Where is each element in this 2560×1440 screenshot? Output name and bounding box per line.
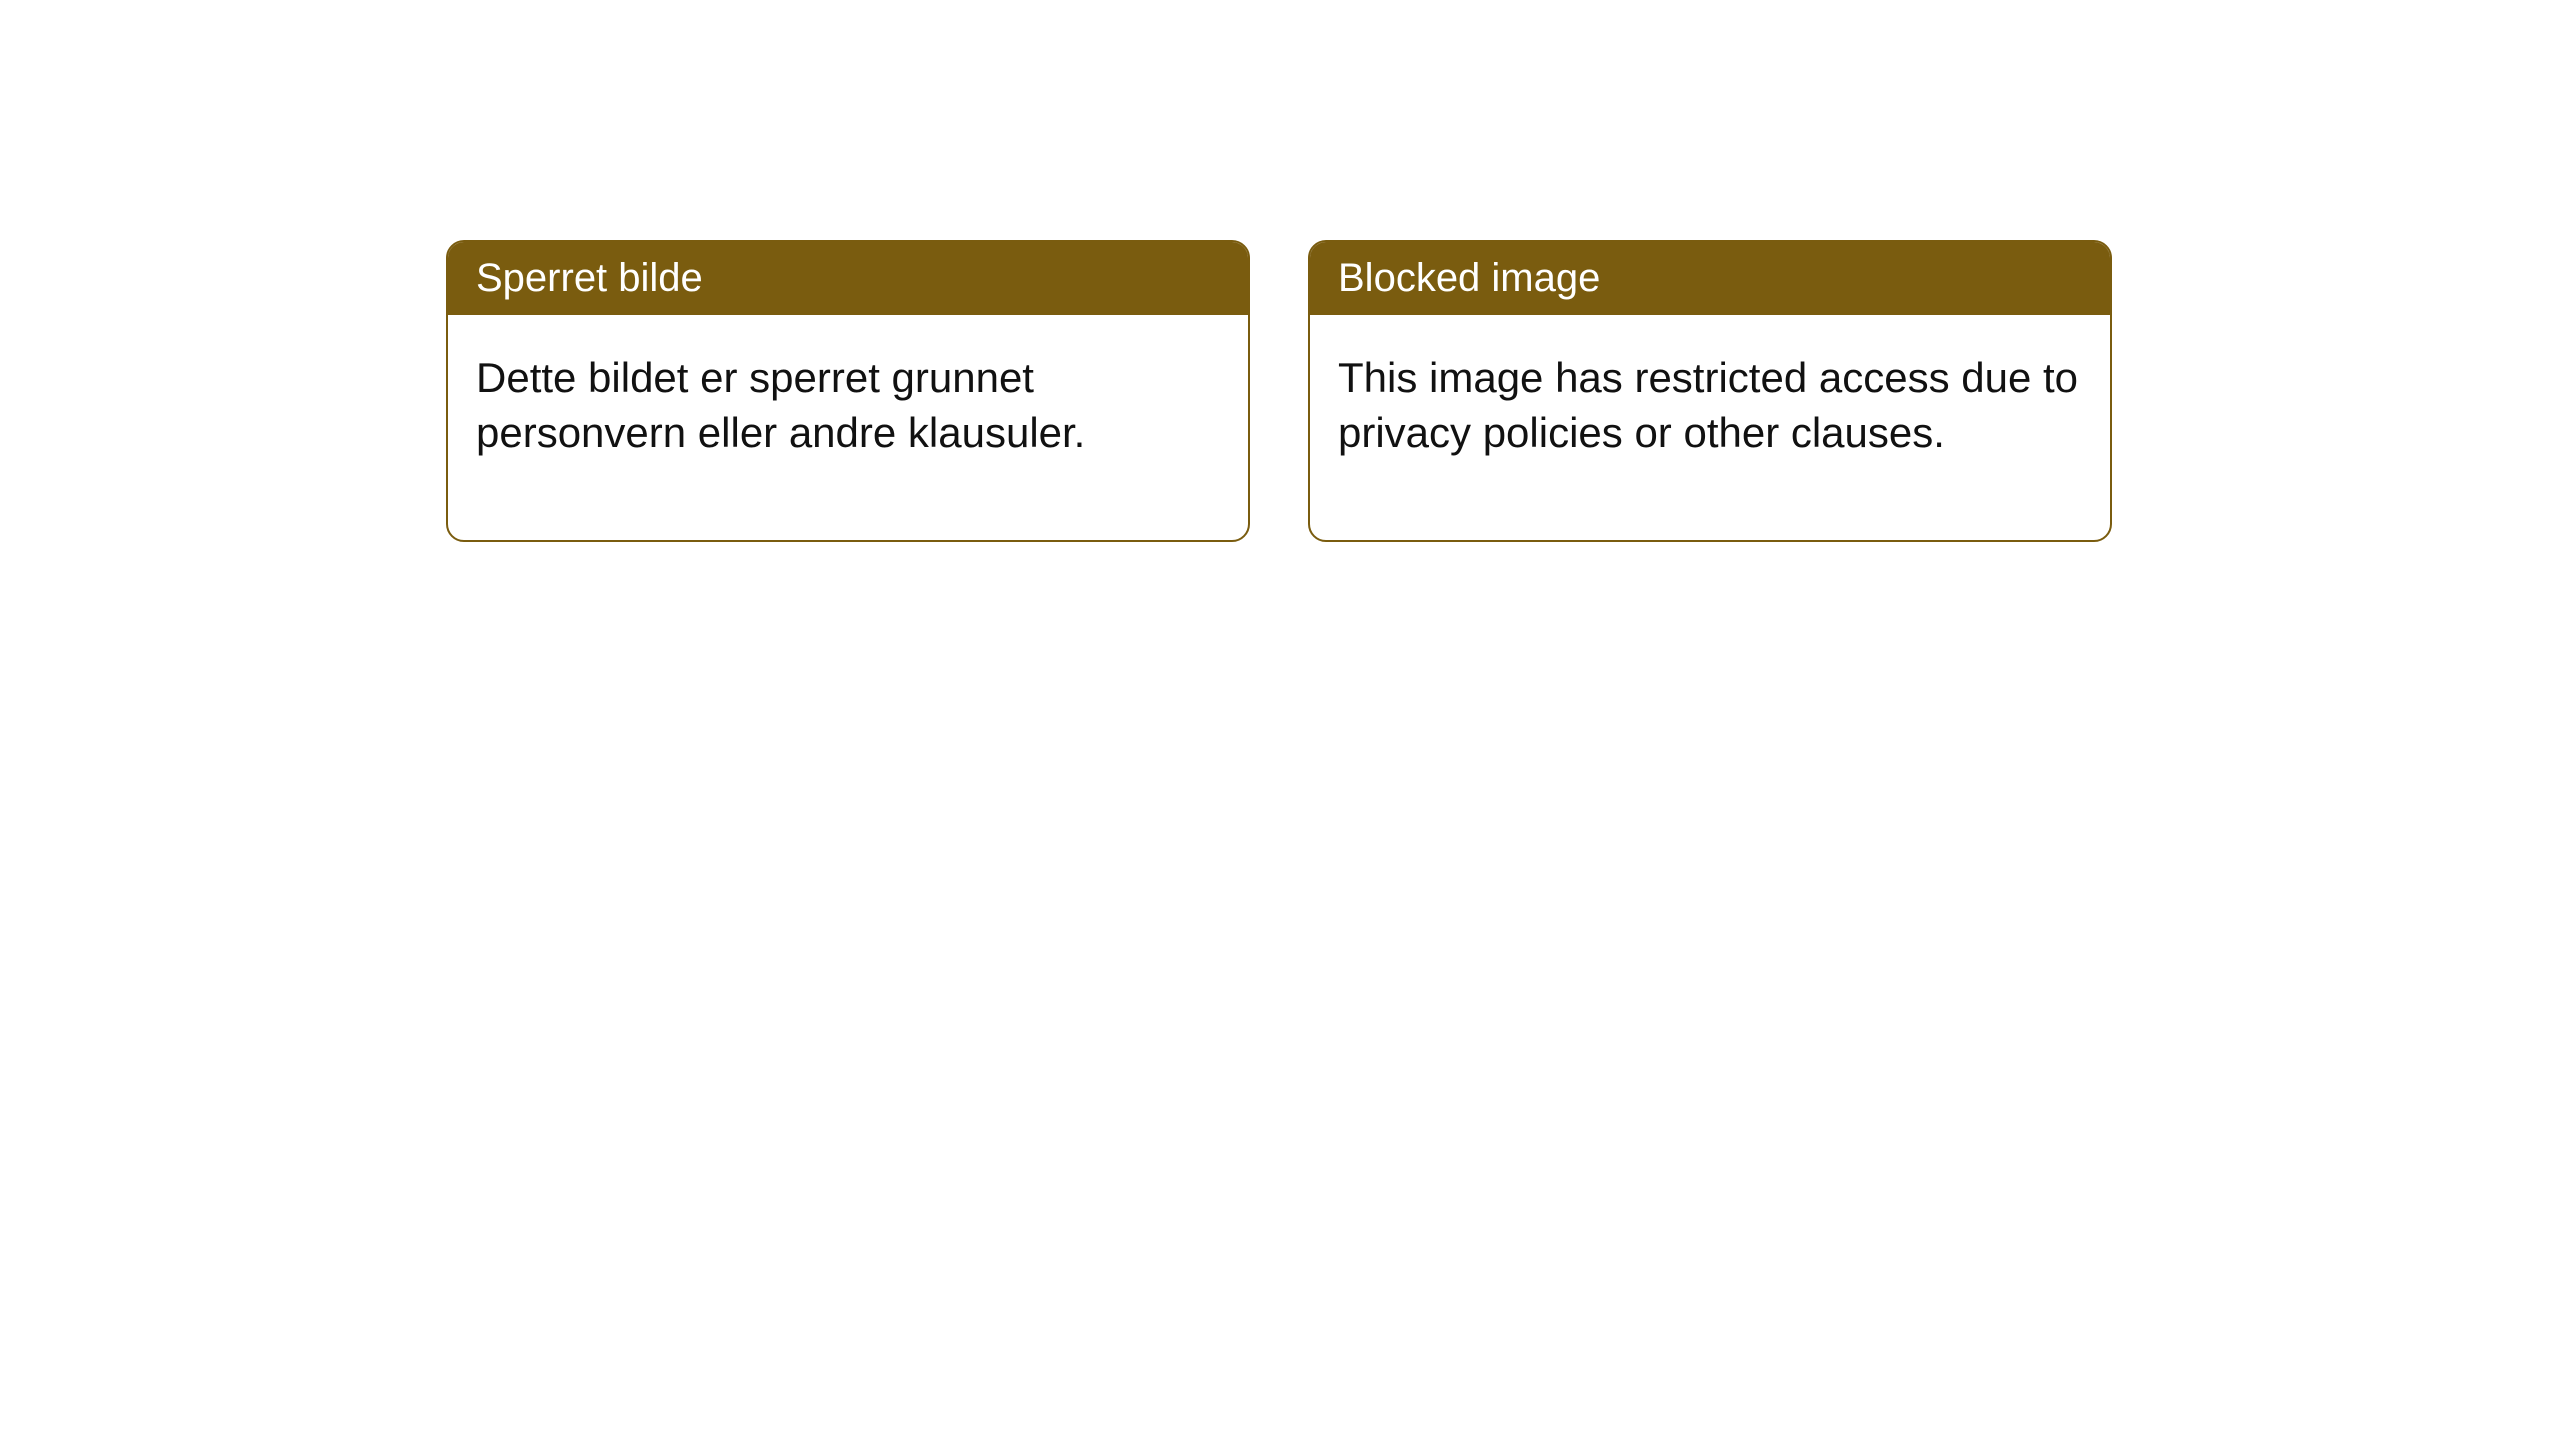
card-title: Blocked image	[1338, 256, 1600, 300]
card-title: Sperret bilde	[476, 256, 703, 300]
card-header: Sperret bilde	[448, 242, 1248, 315]
notice-cards-container: Sperret bilde Dette bildet er sperret gr…	[446, 240, 2112, 542]
notice-card-norwegian: Sperret bilde Dette bildet er sperret gr…	[446, 240, 1250, 542]
card-body-text: This image has restricted access due to …	[1338, 354, 2078, 456]
card-body: This image has restricted access due to …	[1310, 315, 2110, 540]
card-header: Blocked image	[1310, 242, 2110, 315]
notice-card-english: Blocked image This image has restricted …	[1308, 240, 2112, 542]
card-body: Dette bildet er sperret grunnet personve…	[448, 315, 1248, 540]
card-body-text: Dette bildet er sperret grunnet personve…	[476, 354, 1085, 456]
